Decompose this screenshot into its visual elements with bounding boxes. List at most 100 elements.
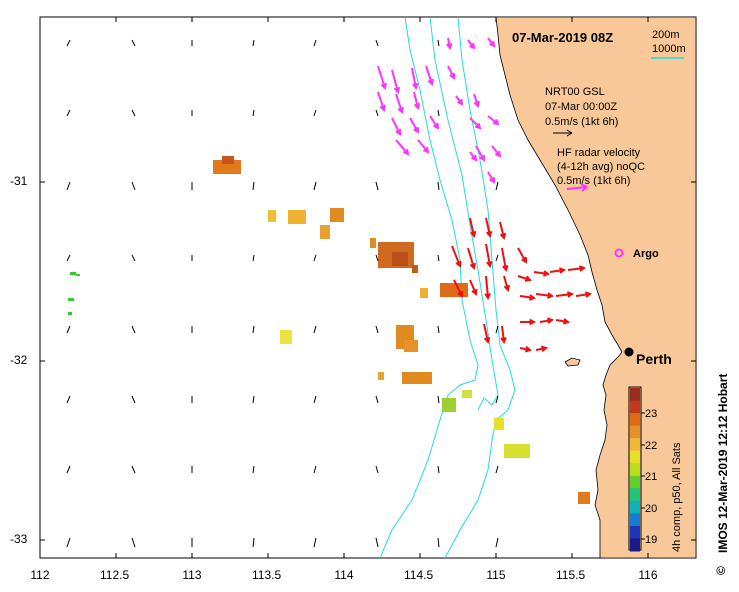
y-tick-label: -31 bbox=[10, 174, 28, 188]
city-label: Perth bbox=[636, 351, 672, 367]
radar-vector bbox=[517, 247, 528, 264]
radar-vector bbox=[555, 291, 575, 298]
model-vector bbox=[437, 395, 440, 404]
sst-patch bbox=[442, 398, 456, 412]
radar-vector bbox=[519, 346, 533, 353]
radar-vector bbox=[473, 93, 480, 108]
radar-vector bbox=[549, 267, 567, 274]
model-vector bbox=[252, 39, 255, 47]
model-vector bbox=[66, 325, 71, 334]
radar-vector bbox=[487, 115, 500, 126]
sst-patch bbox=[68, 312, 72, 315]
radar-vector bbox=[503, 275, 511, 293]
radar-vector bbox=[475, 145, 486, 162]
colorbar-swatch bbox=[630, 538, 640, 552]
model-vector bbox=[495, 395, 499, 404]
radar-vector bbox=[395, 93, 404, 114]
model-vector bbox=[131, 39, 136, 47]
radar-vector bbox=[535, 345, 549, 352]
model-vector bbox=[252, 537, 255, 548]
x-tick-label: 113.5 bbox=[252, 568, 282, 582]
radar-vector bbox=[469, 279, 478, 296]
model-vector bbox=[495, 465, 499, 474]
sst-patch bbox=[378, 372, 384, 380]
radar-vector bbox=[467, 39, 476, 50]
model-vector bbox=[313, 537, 317, 548]
model-vector bbox=[131, 537, 136, 548]
radar-vector bbox=[469, 117, 482, 130]
radar-vector bbox=[447, 65, 456, 80]
model-vector bbox=[437, 181, 440, 191]
radar-vector bbox=[483, 323, 491, 345]
x-tick-label: 112.5 bbox=[100, 568, 130, 582]
model-vector bbox=[66, 254, 71, 262]
model-vector bbox=[252, 254, 255, 262]
radar-vector bbox=[391, 69, 401, 95]
sst-patch bbox=[440, 283, 468, 297]
colorbar: 23 22 21 20 19 bbox=[630, 388, 657, 552]
credit-text: IMOS 12-Mar-2019 12:12 Hobart bbox=[716, 373, 730, 553]
perth-marker bbox=[624, 347, 634, 357]
axis-ticks bbox=[39, 17, 696, 558]
radar-vector bbox=[519, 294, 537, 301]
model-vector bbox=[66, 537, 71, 548]
radar-vector bbox=[539, 317, 555, 324]
radar-vector bbox=[555, 318, 571, 325]
sst-patch bbox=[504, 444, 530, 458]
model-legend-scale: 0.5m/s (1kt 6h) bbox=[545, 116, 618, 128]
model-vector bbox=[66, 181, 71, 191]
model-vector bbox=[437, 254, 440, 262]
model-vector bbox=[375, 39, 379, 47]
radar-vector bbox=[535, 292, 555, 299]
colorbar-tick-label: 20 bbox=[645, 503, 657, 515]
radar-legend-arrow bbox=[566, 183, 588, 192]
radar-vector bbox=[467, 247, 477, 270]
radar-vector bbox=[446, 37, 453, 51]
x-tick-label: 115 bbox=[486, 568, 506, 582]
x-tick-label: 112 bbox=[30, 568, 50, 582]
sst-patch bbox=[370, 238, 376, 248]
radar-vector bbox=[451, 245, 462, 268]
model-legend-arrow bbox=[553, 129, 573, 137]
model-vector bbox=[313, 39, 317, 47]
model-vector bbox=[375, 537, 379, 548]
colorbar-swatch bbox=[630, 438, 640, 452]
radar-vector bbox=[413, 91, 421, 111]
model-vector bbox=[131, 325, 136, 334]
radar-vector bbox=[491, 145, 502, 158]
radar-vector bbox=[520, 318, 537, 326]
model-vector bbox=[375, 325, 379, 334]
radar-legend-sub: (4-12h avg) noQC bbox=[557, 161, 645, 173]
radar-vector bbox=[487, 171, 496, 184]
sst-patch bbox=[578, 492, 590, 504]
hf-radar-vectors bbox=[377, 37, 593, 353]
model-vector bbox=[252, 465, 255, 474]
model-vector bbox=[437, 109, 440, 117]
model-vector bbox=[313, 109, 317, 117]
model-vector bbox=[313, 254, 317, 262]
model-vector bbox=[131, 465, 136, 474]
sst-patch bbox=[330, 208, 344, 222]
radar-vector bbox=[409, 117, 420, 134]
model-vector bbox=[131, 181, 136, 191]
colorbar-swatch bbox=[630, 463, 640, 477]
land-area bbox=[495, 16, 697, 559]
sst-patch bbox=[494, 418, 504, 430]
map-title: 07-Mar-2019 08Z bbox=[512, 30, 613, 45]
colorbar-swatch bbox=[630, 413, 640, 427]
y-tick-label: -33 bbox=[10, 532, 28, 546]
model-vector bbox=[313, 465, 317, 474]
y-tick-label: -32 bbox=[10, 353, 28, 367]
colorbar-swatch bbox=[630, 513, 640, 527]
colorbar-caption: 4h comp, p50, All Sats bbox=[671, 442, 683, 552]
model-vector bbox=[252, 395, 255, 404]
sst-patch bbox=[70, 272, 76, 275]
radar-vector bbox=[411, 67, 419, 91]
sst-patch bbox=[412, 265, 418, 273]
sst-patch bbox=[462, 390, 472, 398]
radar-vector bbox=[453, 279, 464, 298]
radar-vector bbox=[391, 117, 402, 136]
model-vector bbox=[495, 254, 499, 262]
radar-legend-scale: 0.5m/s (1kt 6h) bbox=[557, 175, 630, 187]
model-vector bbox=[437, 537, 440, 548]
